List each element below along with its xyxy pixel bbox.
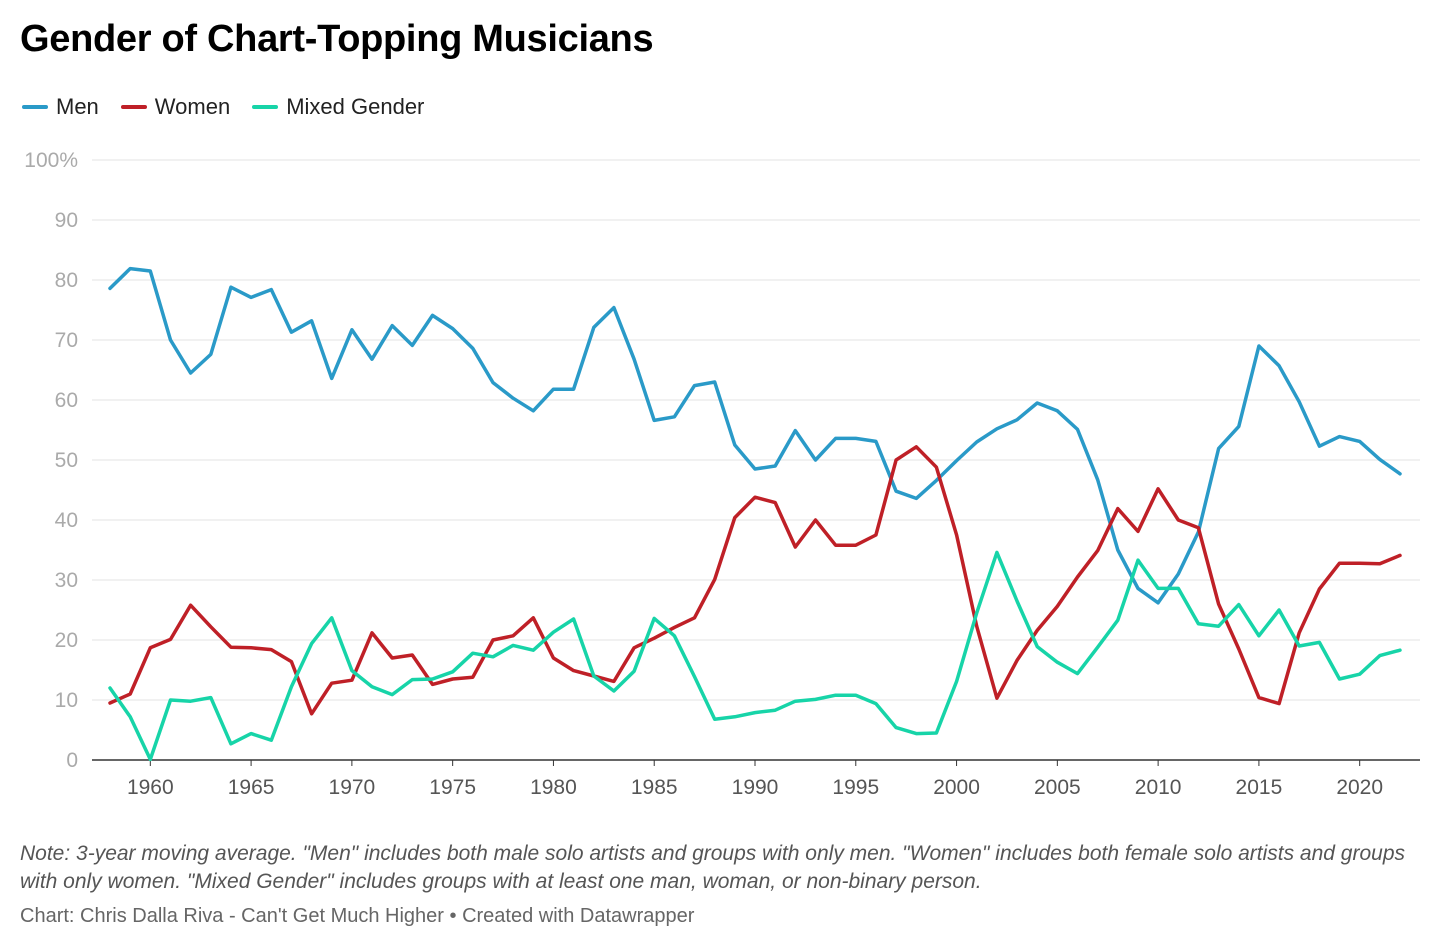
x-tick-label: 1990 <box>732 776 779 799</box>
x-tick-label: 2005 <box>1034 776 1081 799</box>
x-tick-label: 2015 <box>1236 776 1283 799</box>
x-tick-label: 1975 <box>429 776 476 799</box>
y-tick-label: 100% <box>24 149 78 172</box>
line-chart: 0 10 20 30 40 50 60 70 80 90 100% 1960 1965 1970 1975 1… <box>24 149 1420 799</box>
y-tick-label: 70 <box>55 329 78 352</box>
chart-note: Note: 3-year moving average. "Men" inclu… <box>20 842 1406 893</box>
series-line-women <box>108 445 1402 716</box>
series-line-men <box>108 266 1402 605</box>
x-tick-label: 1960 <box>127 776 174 799</box>
legend-item-men: Men <box>22 94 99 120</box>
legend-label-mixed-gender: Mixed Gender <box>286 94 425 119</box>
chart-credit: Chart: Chris Dalla Riva - Can't Get Much… <box>20 905 695 927</box>
y-tick-label: 20 <box>55 629 78 652</box>
y-tick-label: 10 <box>55 689 78 712</box>
y-tick-label: 30 <box>55 569 78 592</box>
legend-swatch-women <box>120 105 147 109</box>
x-tick-label: 2020 <box>1336 776 1383 799</box>
y-tick-label: 40 <box>55 509 78 532</box>
legend-label-men: Men <box>56 94 99 119</box>
x-tick-label: 1970 <box>329 776 376 799</box>
chart-title: Gender of Chart-Topping Musicians <box>20 18 654 60</box>
y-tick-label: 0 <box>66 749 78 772</box>
legend-swatch-men <box>22 105 48 109</box>
y-tick-label: 50 <box>55 449 78 472</box>
x-tick-label: 1995 <box>832 776 879 799</box>
legend-item-women: Women <box>120 94 231 120</box>
y-tick-label: 90 <box>55 209 78 232</box>
legend: Men Women Mixed Gender <box>22 94 424 120</box>
x-tick-label: 2000 <box>933 776 980 799</box>
x-tick-label: 1980 <box>530 776 577 799</box>
legend-item-mixed-gender: Mixed Gender <box>252 94 424 120</box>
y-tick-label: 60 <box>55 389 78 412</box>
x-tick-label: 2010 <box>1135 776 1182 799</box>
x-tick-label: 1985 <box>631 776 678 799</box>
series-line-mixed-gender <box>108 550 1402 762</box>
y-tick-label: 80 <box>55 269 78 292</box>
x-tick-label: 1965 <box>228 776 275 799</box>
legend-swatch-mixed-gender <box>252 105 279 109</box>
legend-label-women: Women <box>154 94 231 119</box>
